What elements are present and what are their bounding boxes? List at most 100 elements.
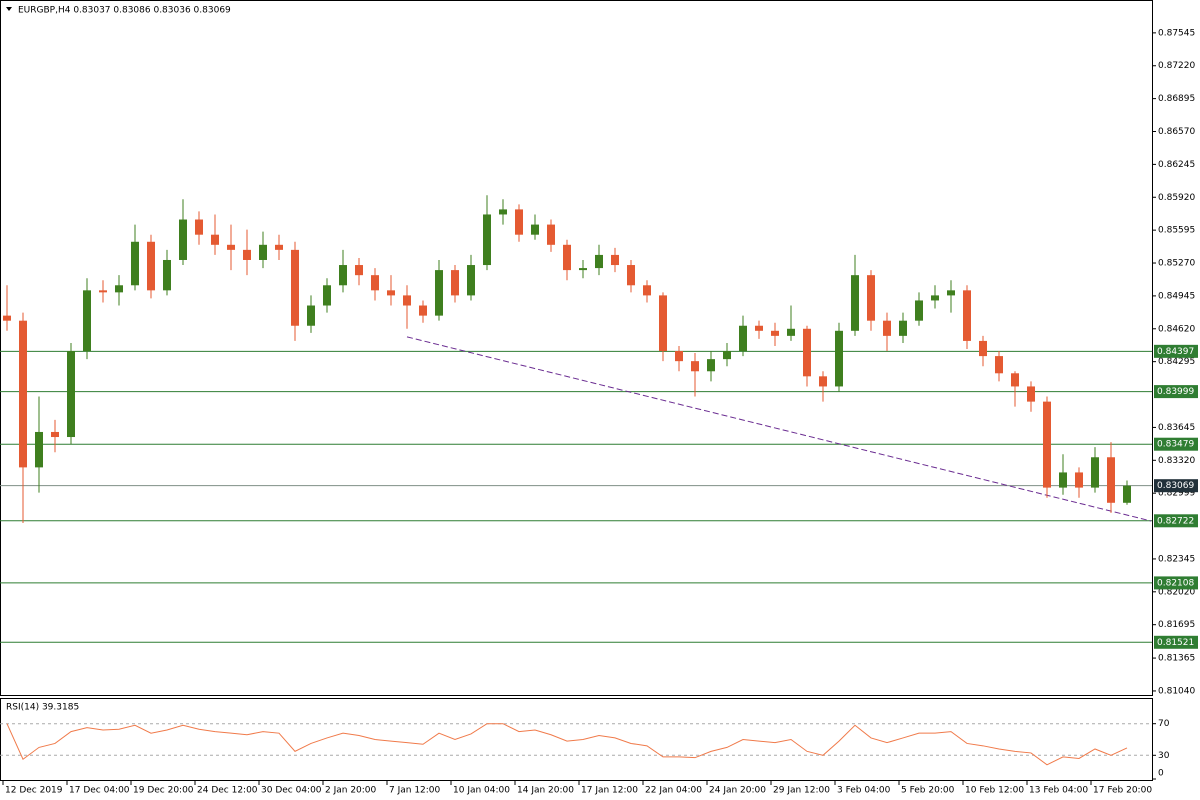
candle-body — [1043, 401, 1051, 488]
candle-body — [483, 214, 491, 266]
candle-body — [579, 268, 587, 271]
y-tick-label: 0.86245 — [1158, 160, 1195, 170]
candle-body — [691, 361, 699, 372]
candle-body — [83, 290, 91, 352]
y-tick-label: 0.87220 — [1158, 61, 1195, 71]
level-label-box — [1154, 437, 1198, 451]
y-tick-label: 0.86570 — [1158, 127, 1195, 137]
x-tick-label: 14 Jan 20:00 — [517, 786, 574, 796]
candle-body — [995, 356, 1003, 374]
candle-body — [979, 340, 987, 357]
candle-body — [387, 290, 395, 296]
candle-body — [787, 328, 795, 336]
candle-body — [531, 224, 539, 235]
candle-body — [3, 315, 11, 321]
candle-body — [355, 265, 363, 276]
candle-body — [195, 219, 203, 235]
current-price-label: 0.83069 — [1157, 481, 1194, 491]
x-tick-label: 22 Jan 04:00 — [645, 786, 702, 796]
candle-body — [771, 330, 779, 336]
x-tick-label: 17 Dec 04:00 — [69, 786, 130, 796]
rsi-y-tick-label: 70 — [1158, 719, 1170, 729]
candle-body — [1091, 457, 1099, 488]
rsi-y-tick-label: 30 — [1158, 751, 1170, 761]
candle-body — [739, 325, 747, 352]
candle-body — [707, 359, 715, 372]
candle-body — [803, 328, 811, 377]
level-label: 0.82108 — [1157, 578, 1194, 588]
candle-body — [755, 325, 763, 331]
y-tick-label: 0.81365 — [1158, 654, 1195, 664]
candle-body — [323, 285, 331, 306]
x-tick-label: 17 Feb 20:00 — [1093, 786, 1152, 796]
chart-title: EURGBP,H4 0.83037 0.83086 0.83036 0.8306… — [18, 6, 231, 16]
y-tick-label: 0.81040 — [1158, 686, 1195, 696]
candle-body — [35, 431, 43, 468]
candle-body — [211, 234, 219, 245]
y-tick-label: 0.84295 — [1158, 357, 1195, 367]
candle-body — [947, 290, 955, 296]
candle-body — [435, 270, 443, 316]
candle-body — [371, 275, 379, 291]
candle-body — [547, 224, 555, 245]
rsi-y-tick-label: 0 — [1158, 769, 1164, 779]
candle-body — [659, 295, 667, 352]
level-label-box — [1154, 344, 1198, 358]
x-tick-label: 10 Feb 12:00 — [965, 786, 1024, 796]
x-tick-label: 17 Jan 12:00 — [581, 786, 638, 796]
x-tick-label: 2 Jan 20:00 — [325, 786, 377, 796]
candle-body — [99, 290, 107, 293]
y-tick-label: 0.85920 — [1158, 193, 1195, 203]
x-tick-label: 29 Jan 12:00 — [773, 786, 830, 796]
y-tick-label: 0.84620 — [1158, 324, 1195, 334]
y-tick-label: 0.83320 — [1158, 456, 1195, 466]
candle-body — [67, 351, 75, 438]
candle-body — [115, 285, 123, 293]
level-label-box — [1154, 635, 1198, 649]
rsi-title: RSI(14) 39.3185 — [6, 703, 79, 713]
candle-body — [403, 295, 411, 306]
candle-body — [451, 270, 459, 296]
x-tick-label: 19 Dec 20:00 — [133, 786, 194, 796]
level-label: 0.82722 — [1157, 516, 1194, 526]
candle-body — [467, 265, 475, 296]
y-tick-label: 0.81695 — [1158, 620, 1195, 630]
candle-body — [563, 244, 571, 271]
candle-body — [963, 290, 971, 341]
candle-body — [723, 351, 731, 360]
candle-body — [883, 320, 891, 336]
candle-body — [515, 209, 523, 235]
x-tick-label: 13 Feb 04:00 — [1029, 786, 1088, 796]
candle-body — [1011, 373, 1019, 387]
candle-body — [899, 320, 907, 336]
x-tick-label: 3 Feb 04:00 — [837, 786, 891, 796]
x-tick-label: 12 Dec 2019 — [5, 786, 63, 796]
current-price-box — [1154, 479, 1198, 493]
y-tick-label: 0.85595 — [1158, 226, 1195, 236]
candle-body — [835, 330, 843, 387]
candle-body — [627, 265, 635, 286]
y-tick-label: 0.83645 — [1158, 423, 1195, 433]
menu-arrow — [6, 7, 12, 11]
level-label-box — [1154, 385, 1198, 399]
level-label: 0.81521 — [1157, 638, 1194, 648]
level-label: 0.83479 — [1157, 440, 1194, 450]
candle-body — [131, 241, 139, 286]
y-tick-label: 0.85270 — [1158, 259, 1195, 269]
level-label-box — [1154, 576, 1198, 590]
candle-body — [163, 259, 171, 291]
y-tick-label: 0.87545 — [1158, 28, 1195, 38]
candle-body — [227, 244, 235, 250]
level-label-box — [1154, 514, 1198, 528]
candle-body — [307, 305, 315, 326]
candle-body — [275, 244, 283, 250]
candle-body — [339, 265, 347, 286]
candle-body — [867, 275, 875, 321]
level-label: 0.83999 — [1157, 387, 1194, 397]
candle-body — [851, 275, 859, 331]
candle-body — [1059, 472, 1067, 488]
y-tick-label: 0.82345 — [1158, 554, 1195, 564]
candle-body — [291, 249, 299, 326]
y-tick-label: 0.82020 — [1158, 587, 1195, 597]
